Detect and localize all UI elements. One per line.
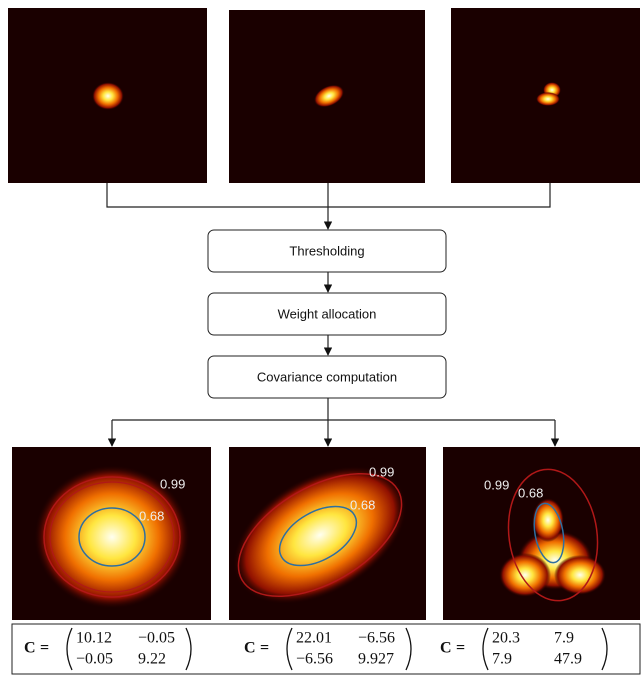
diagram: Thresholding Weight allocation Covarianc… xyxy=(0,0,644,676)
matrix-entry: −0.05 xyxy=(138,630,175,647)
matrix-entry: −0.05 xyxy=(76,651,113,668)
level-label: 0.99 xyxy=(369,464,394,479)
panel: 0.99 0.68 xyxy=(443,447,640,620)
matrix-entry: −6.56 xyxy=(358,630,395,647)
blob xyxy=(499,553,551,597)
matrix-entry: 7.9 xyxy=(492,651,512,668)
level-label: 0.68 xyxy=(350,497,375,512)
blob xyxy=(92,82,124,110)
matrix-entry: 20.3 xyxy=(492,630,520,647)
level-label: 0.99 xyxy=(484,477,509,492)
matrix-symbol: C xyxy=(440,640,452,657)
matrix-equals: = xyxy=(260,640,269,657)
matrix-symbol: C xyxy=(244,640,256,657)
level-label: 0.68 xyxy=(139,508,164,523)
panel: 0.99 0.68 xyxy=(12,447,211,620)
matrix-entry: 47.9 xyxy=(554,651,582,668)
matrix-equals: = xyxy=(40,640,49,657)
matrix-entry: 9.927 xyxy=(358,651,394,668)
steps: Thresholding Weight allocation Covarianc… xyxy=(208,230,446,398)
level-label: 0.68 xyxy=(518,485,543,500)
step-label: Weight allocation xyxy=(278,306,377,321)
matrix-entry: −6.56 xyxy=(296,651,333,668)
matrix-symbol: C xyxy=(24,640,36,657)
blob xyxy=(554,555,606,595)
step-label: Thresholding xyxy=(289,243,364,258)
input-images xyxy=(8,8,640,183)
level-label: 0.99 xyxy=(160,476,185,491)
step-label: Covariance computation xyxy=(257,369,397,384)
matrix-entry: 7.9 xyxy=(554,630,574,647)
split-line xyxy=(112,398,555,420)
matrix-entry: 10.12 xyxy=(76,630,112,647)
matrix-entry: 22.01 xyxy=(296,630,332,647)
merge-line xyxy=(107,183,550,207)
matrix-equals: = xyxy=(456,640,465,657)
blob xyxy=(536,92,560,106)
matrix-entry: 9.22 xyxy=(138,651,166,668)
panel: 0.99 0.68 xyxy=(209,437,432,632)
